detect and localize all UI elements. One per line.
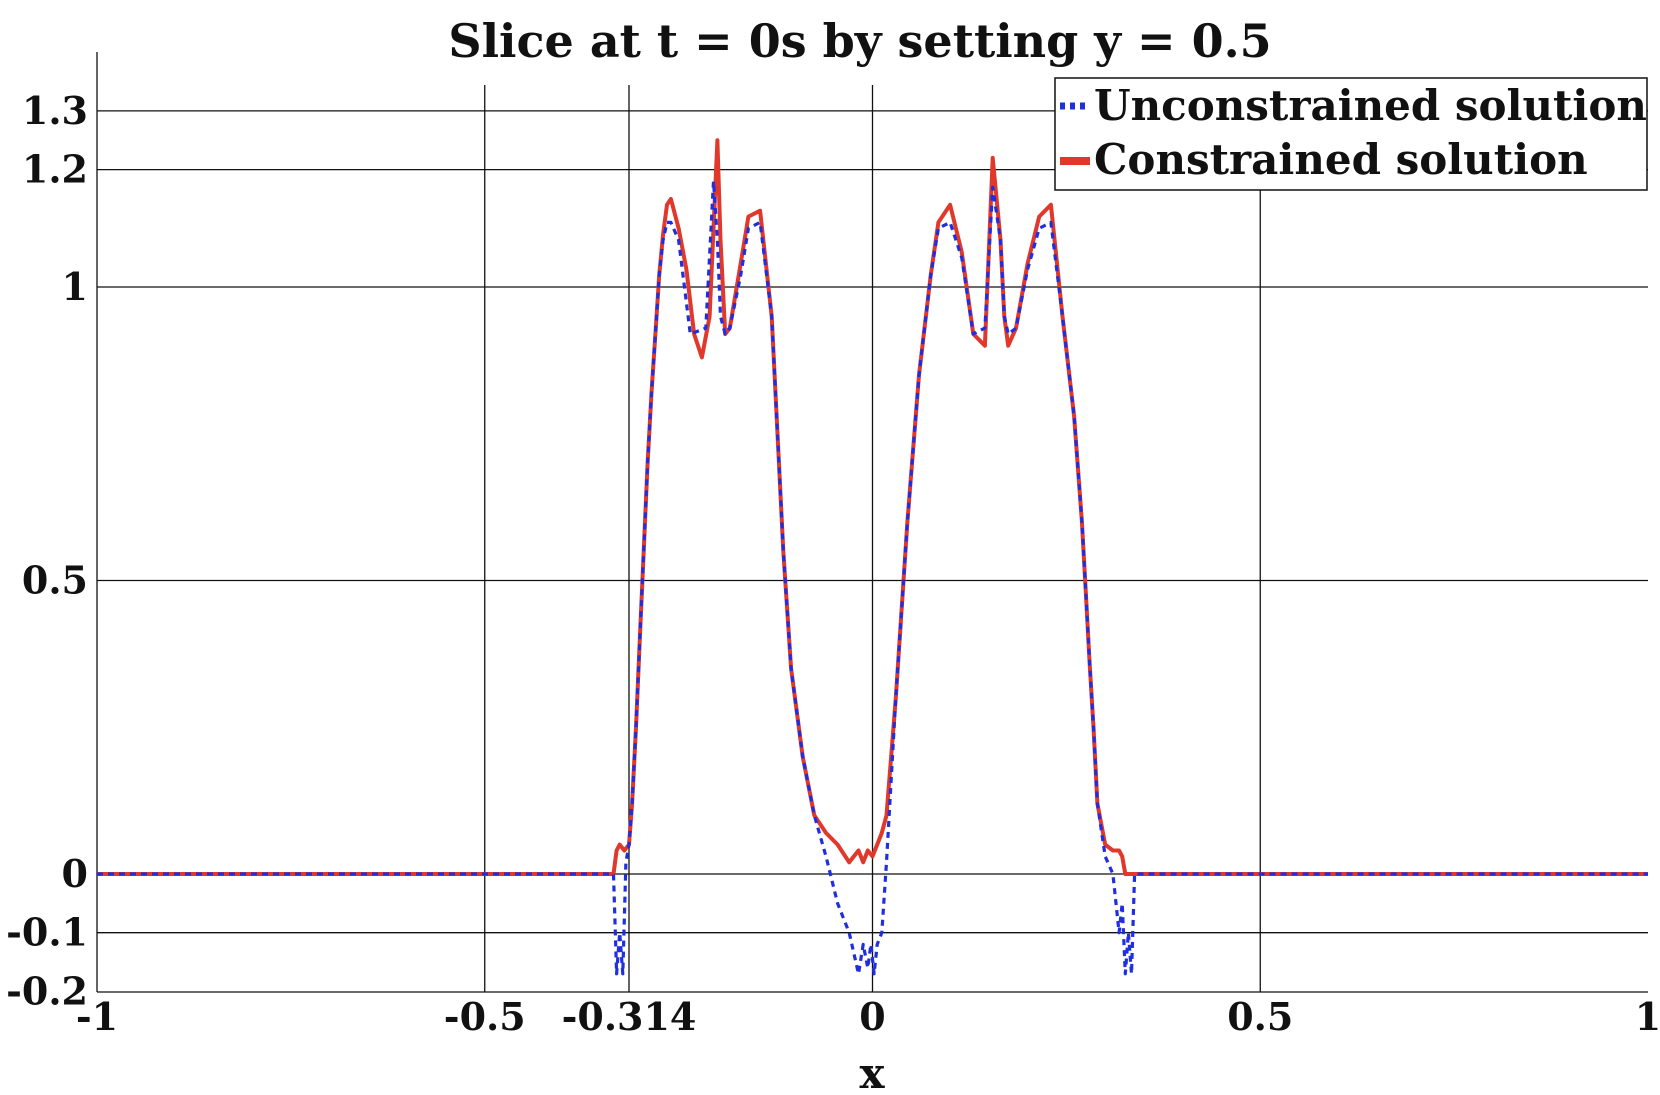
y-tick-label: -0.2 — [6, 968, 88, 1013]
legend-label-constrained: Constrained solution — [1094, 135, 1588, 184]
x-axis-label: x — [859, 1049, 885, 1095]
legend-label-unconstrained: Unconstrained solution — [1094, 81, 1647, 130]
y-tick-label: -0.1 — [6, 910, 88, 955]
tick-labels: -1 -0.5 -0.314 0 0.5 1 -0.2 -0.1 0 0.5 1 1.2 1.3 — [6, 88, 1660, 1039]
x-tick-label: 1 — [1635, 994, 1660, 1039]
x-tick-label: -0.5 — [444, 994, 526, 1039]
y-tick-label: 1 — [62, 264, 88, 309]
series-unconstrained-line — [97, 179, 1648, 976]
legend: Unconstrained solution Constrained solut… — [1054, 77, 1648, 191]
chart-title: Slice at t = 0s by setting y = 0.5 — [448, 14, 1271, 68]
y-tick-label: 0.5 — [22, 558, 88, 603]
x-tick-label: -0.314 — [562, 994, 697, 1039]
y-tick-label: 1.2 — [22, 147, 88, 192]
legend-box — [1054, 77, 1648, 191]
x-tick-label: 0 — [859, 994, 885, 1039]
y-tick-label: 0 — [62, 851, 88, 896]
series-lines — [97, 138, 1648, 976]
x-tick-label: 0.5 — [1227, 994, 1293, 1039]
y-tick-label: 1.3 — [22, 88, 88, 133]
x-tick-label: -1 — [76, 994, 118, 1039]
axes — [96, 52, 1648, 993]
